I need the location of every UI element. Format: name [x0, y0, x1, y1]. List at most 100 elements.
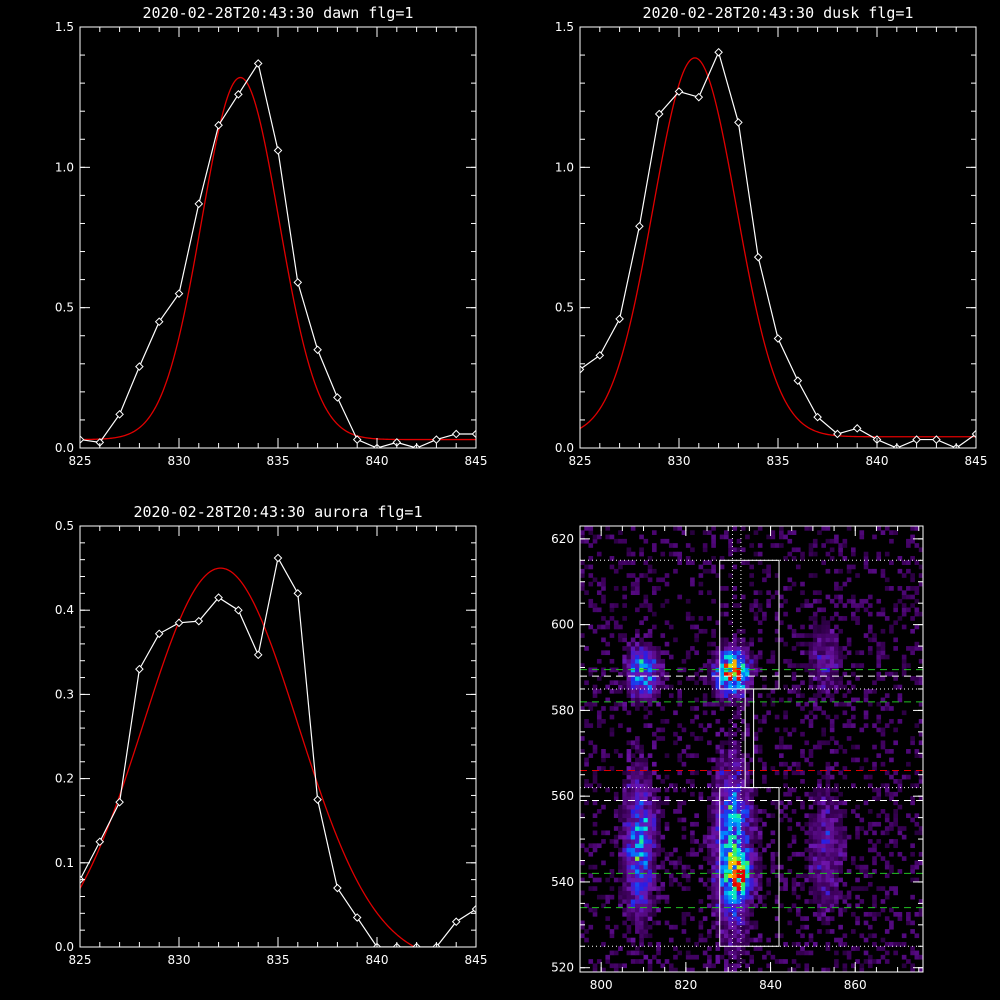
heatmap-cell: [609, 869, 615, 874]
heatmap-cell: [639, 770, 644, 776]
heatmap-cell: [851, 684, 856, 690]
heatmap-cell: [592, 749, 598, 754]
heatmap-cell: [834, 830, 839, 836]
heatmap-cell: [719, 749, 725, 754]
heatmap-cell: [732, 869, 738, 874]
heatmap-cell: [834, 534, 839, 540]
heatmap-cell: [732, 800, 738, 806]
heatmap-cell: [630, 744, 636, 750]
heatmap-cell: [651, 843, 657, 849]
plot-area: [80, 553, 476, 947]
heatmap-cell: [668, 937, 674, 943]
heatmap-cell: [630, 903, 636, 909]
heatmap-cell: [588, 581, 594, 587]
heatmap-cell: [795, 950, 801, 956]
heatmap-cell: [745, 671, 750, 677]
y-tick-label: 620: [551, 532, 574, 546]
heatmap-cell: [745, 753, 750, 758]
heatmap-cell: [825, 796, 831, 801]
heatmap-cell: [736, 547, 742, 553]
heatmap-cell: [651, 761, 657, 767]
heatmap-cell: [863, 564, 869, 570]
heatmap-cell: [728, 890, 733, 896]
heatmap-cell: [707, 723, 712, 728]
heatmap-cell: [605, 959, 611, 964]
heatmap-cell: [889, 624, 894, 630]
heatmap-cell: [884, 749, 890, 754]
heatmap-cell: [715, 813, 721, 819]
heatmap-cell: [647, 911, 653, 917]
heatmap-cell: [829, 860, 835, 866]
heatmap-cell: [876, 598, 882, 604]
heatmap-cell: [660, 671, 666, 677]
heatmap-cell: [736, 740, 742, 746]
heatmap-cell: [723, 950, 729, 956]
heatmap-cell: [635, 590, 640, 596]
heatmap-cell: [643, 903, 649, 909]
heatmap-cell: [804, 663, 810, 668]
heatmap-cell: [630, 581, 636, 587]
heatmap-cell: [580, 586, 585, 591]
heatmap-cell: [622, 907, 627, 913]
heatmap-cell: [838, 684, 843, 690]
heatmap-cell: [630, 676, 636, 681]
heatmap-cell: [651, 740, 657, 746]
heatmap-cell: [749, 671, 755, 677]
heatmap-cell: [630, 916, 636, 921]
heatmap-cell: [702, 856, 708, 861]
heatmap-cell: [668, 967, 674, 972]
heatmap-cell: [605, 954, 611, 960]
heatmap-cell: [846, 526, 852, 531]
heatmap-cell: [728, 950, 733, 956]
heatmap-cell: [740, 817, 746, 823]
heatmap-cell: [588, 873, 594, 879]
heatmap-cell: [749, 693, 755, 698]
heatmap-cell: [842, 538, 848, 544]
heatmap-cell: [651, 688, 657, 694]
heatmap-cell: [834, 761, 839, 767]
heatmap-cell: [859, 534, 865, 540]
heatmap-cell: [723, 663, 729, 668]
heatmap-cell: [601, 757, 606, 763]
heatmap-cell: [719, 873, 725, 879]
heatmap-cell: [580, 843, 585, 849]
heatmap-cell: [719, 791, 725, 797]
heatmap-cell: [588, 959, 594, 964]
heatmap-cell: [770, 650, 776, 656]
heatmap-cell: [732, 594, 738, 600]
heatmap-cell: [723, 603, 729, 608]
heatmap-cell: [918, 731, 923, 737]
heatmap-cell: [745, 929, 750, 934]
heatmap-cell: [897, 693, 903, 698]
heatmap-cell: [867, 701, 873, 707]
heatmap-cell: [626, 851, 632, 857]
heatmap-cell: [872, 534, 877, 540]
data-point: [451, 917, 461, 927]
heatmap-cell: [732, 826, 738, 831]
heatmap-cell: [740, 826, 746, 831]
heatmap-cell: [825, 830, 831, 836]
heatmap-cell: [745, 834, 750, 840]
heatmap-cell: [635, 667, 640, 673]
heatmap-cell: [715, 826, 721, 831]
heatmap-cell: [821, 616, 826, 621]
heatmap-cell: [711, 873, 716, 879]
heatmap-cell: [838, 941, 843, 947]
heatmap-cell: [668, 551, 674, 557]
heatmap-cell: [867, 603, 873, 608]
heatmap-cell: [859, 967, 865, 972]
heatmap-cell: [639, 547, 644, 553]
heatmap-cell: [711, 847, 716, 853]
heatmap-cell: [690, 718, 695, 724]
heatmap-cell: [817, 899, 822, 904]
heatmap-cell: [588, 723, 594, 728]
heatmap-cell: [829, 650, 835, 656]
heatmap-cell: [753, 869, 759, 874]
heatmap-cell: [660, 706, 666, 711]
heatmap-cell: [656, 946, 661, 951]
heatmap-cell: [884, 551, 890, 557]
heatmap-cell: [719, 886, 725, 891]
heatmap-cell: [707, 847, 712, 853]
heatmap-cell: [656, 680, 661, 686]
heatmap-cell: [821, 899, 826, 904]
